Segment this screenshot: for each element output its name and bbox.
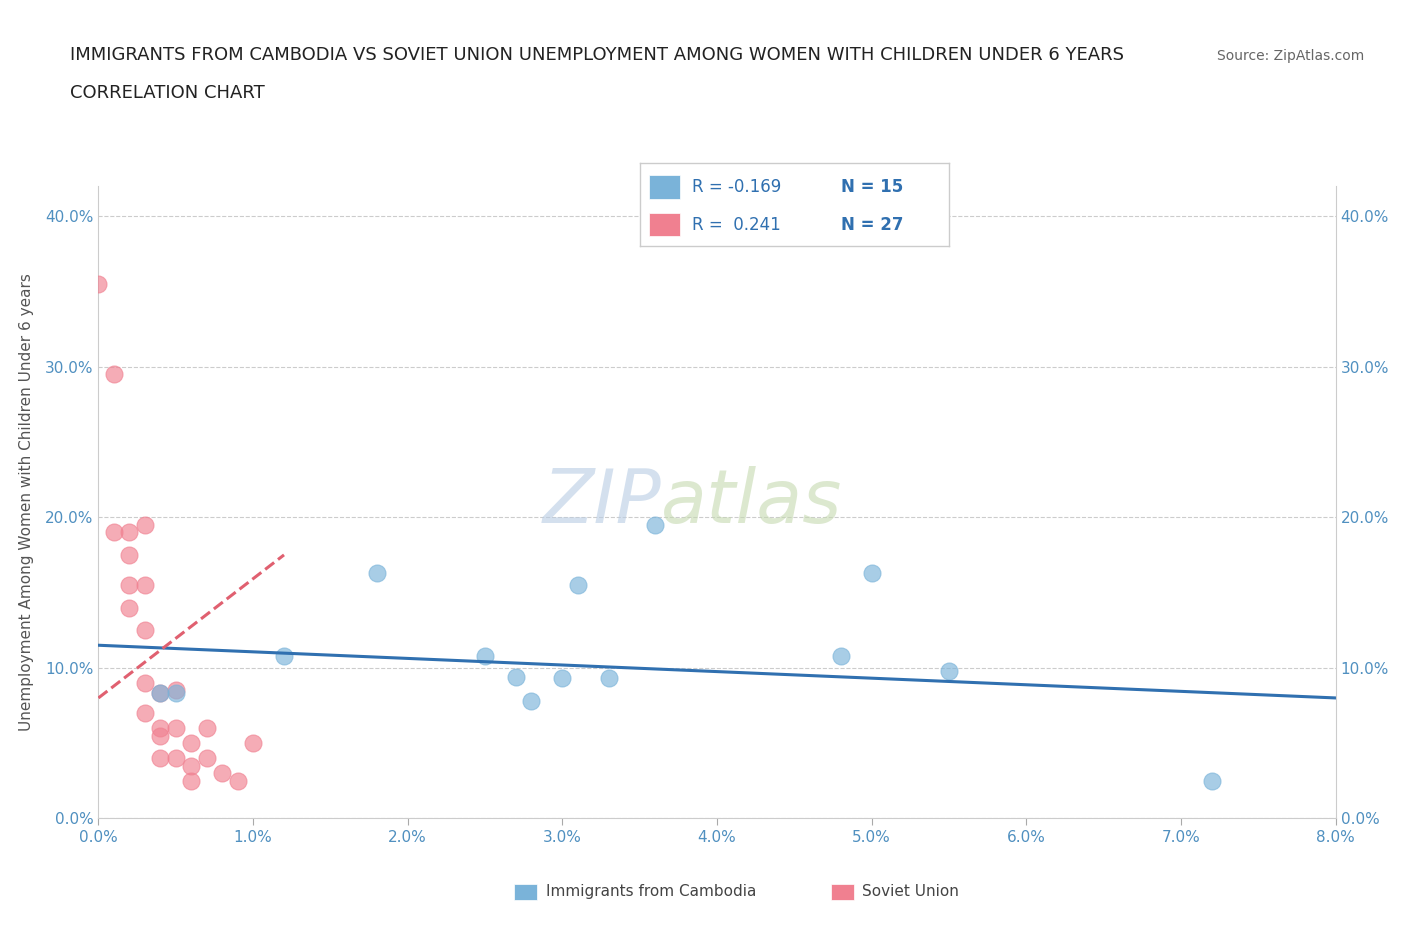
- Point: [551, 671, 574, 685]
- Point: [118, 578, 141, 592]
- Point: [505, 670, 527, 684]
- Point: [180, 736, 202, 751]
- Point: [134, 675, 156, 690]
- Point: [118, 548, 141, 563]
- Text: ZIP: ZIP: [543, 466, 661, 538]
- Point: [598, 671, 620, 685]
- Text: N = 15: N = 15: [841, 178, 903, 196]
- FancyBboxPatch shape: [650, 176, 681, 199]
- Point: [165, 721, 187, 736]
- Point: [520, 694, 543, 709]
- Point: [644, 517, 666, 532]
- Point: [226, 774, 249, 789]
- Point: [242, 736, 264, 751]
- Point: [103, 525, 125, 539]
- Point: [165, 751, 187, 765]
- Point: [118, 525, 141, 539]
- Point: [366, 565, 388, 580]
- Text: atlas: atlas: [661, 466, 842, 538]
- Point: [134, 578, 156, 592]
- Point: [165, 686, 187, 701]
- Text: IMMIGRANTS FROM CAMBODIA VS SOVIET UNION UNEMPLOYMENT AMONG WOMEN WITH CHILDREN : IMMIGRANTS FROM CAMBODIA VS SOVIET UNION…: [70, 46, 1125, 64]
- Point: [134, 517, 156, 532]
- Text: R = -0.169: R = -0.169: [692, 178, 782, 196]
- Text: Source: ZipAtlas.com: Source: ZipAtlas.com: [1216, 49, 1364, 63]
- FancyBboxPatch shape: [650, 213, 681, 236]
- Point: [860, 565, 883, 580]
- Point: [134, 706, 156, 721]
- Point: [149, 751, 172, 765]
- Text: N = 27: N = 27: [841, 216, 903, 233]
- Point: [474, 648, 496, 663]
- Point: [180, 758, 202, 773]
- Text: Immigrants from Cambodia: Immigrants from Cambodia: [546, 884, 756, 899]
- Point: [1201, 774, 1223, 789]
- FancyBboxPatch shape: [515, 884, 537, 900]
- Point: [567, 578, 589, 592]
- Point: [211, 765, 233, 780]
- Text: R =  0.241: R = 0.241: [692, 216, 782, 233]
- Point: [149, 686, 172, 701]
- Point: [134, 623, 156, 638]
- Point: [165, 683, 187, 698]
- Point: [149, 728, 172, 743]
- Point: [118, 600, 141, 615]
- Point: [103, 366, 125, 381]
- Point: [195, 751, 218, 765]
- Text: Soviet Union: Soviet Union: [862, 884, 959, 899]
- Point: [149, 721, 172, 736]
- Point: [195, 721, 218, 736]
- Text: CORRELATION CHART: CORRELATION CHART: [70, 84, 266, 101]
- Y-axis label: Unemployment Among Women with Children Under 6 years: Unemployment Among Women with Children U…: [18, 273, 34, 731]
- Point: [938, 663, 960, 678]
- Point: [273, 648, 295, 663]
- Point: [830, 648, 852, 663]
- FancyBboxPatch shape: [831, 884, 853, 900]
- Point: [87, 276, 110, 291]
- Point: [180, 774, 202, 789]
- Point: [149, 686, 172, 701]
